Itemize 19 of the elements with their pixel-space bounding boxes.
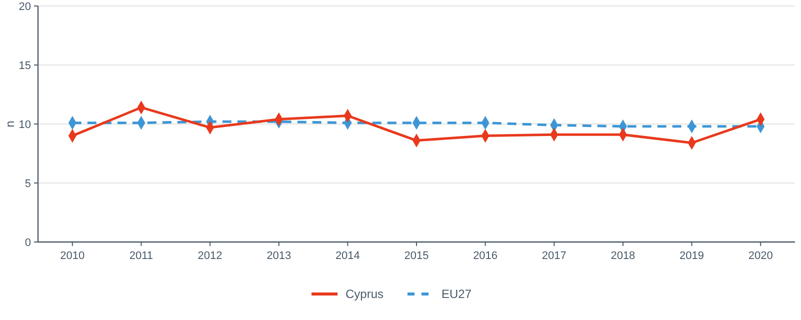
x-tick-label: 2011: [129, 250, 154, 262]
y-axis-title: n: [3, 120, 17, 128]
x-tick-label: 2010: [60, 250, 85, 262]
x-tick-label: 2018: [610, 250, 636, 262]
legend-label: Cyprus: [346, 287, 384, 302]
y-tick-label: 10: [18, 118, 31, 131]
y-tick-label: 5: [24, 178, 31, 190]
x-tick-label: 2013: [266, 250, 292, 262]
x-tick-label: 2016: [473, 250, 498, 262]
x-tick-label: 2019: [680, 250, 704, 262]
y-tick-label: 0: [24, 236, 31, 249]
x-tick-label: 2012: [198, 250, 222, 262]
y-tick-label: 20: [18, 0, 31, 13]
x-tick-label: 2014: [335, 250, 360, 262]
legend-label: EU27: [442, 287, 472, 302]
x-tick-label: 2015: [404, 250, 429, 262]
x-tick-label: 2017: [542, 250, 566, 262]
y-tick-label: 15: [18, 60, 31, 72]
x-tick-label: 2020: [748, 250, 773, 262]
